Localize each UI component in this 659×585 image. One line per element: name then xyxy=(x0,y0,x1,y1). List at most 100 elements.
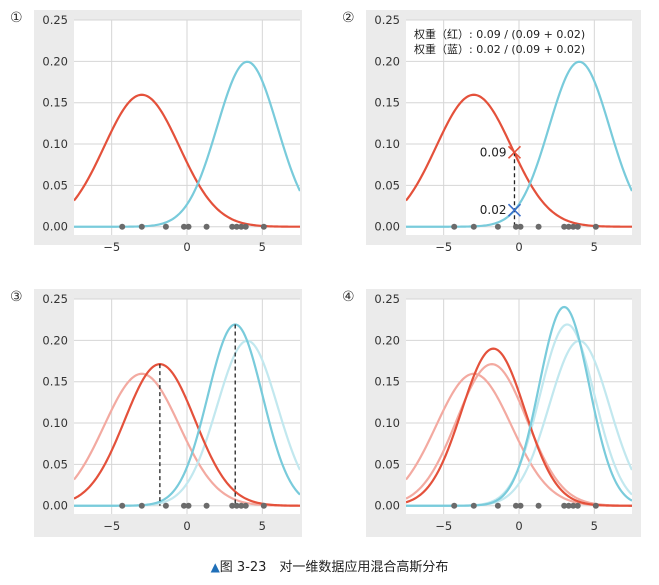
data-point xyxy=(229,223,236,230)
y-tick-label: 0.25 xyxy=(42,292,68,306)
data-point xyxy=(229,502,236,509)
y-tick-label: 0.00 xyxy=(374,220,400,234)
data-point xyxy=(494,223,501,230)
data-point xyxy=(565,502,572,509)
panel-2: ② 0.00 0.05 0.10 0.15 0.20 0.25 −5 0 5 0.09 0.02 权重（… xyxy=(342,10,641,254)
x-tick-label: 5 xyxy=(259,240,266,254)
figure-caption: ▲图 3-23 对一维数据应用混合高斯分布 xyxy=(0,556,659,575)
y-tick-label: 0.15 xyxy=(374,375,400,389)
y-tick-label: 0.05 xyxy=(42,178,68,192)
series-curve-blue xyxy=(406,60,632,228)
y-tick-label: 0.10 xyxy=(374,416,400,430)
y-tick-label: 0.00 xyxy=(42,220,68,234)
highlight-value-label: 0.02 xyxy=(480,203,507,217)
data-point xyxy=(565,223,572,230)
x-tick-label: 0 xyxy=(515,519,522,533)
x-tick-label: 5 xyxy=(591,240,598,254)
weight-annotation: 权重（红）: 0.09 / (0.09 + 0.02) xyxy=(414,27,585,41)
y-tick-label: 0.15 xyxy=(42,375,68,389)
x-tick-label: 5 xyxy=(259,519,266,533)
y-tick-label: 0.25 xyxy=(42,13,68,27)
x-tick-label: 0 xyxy=(515,240,522,254)
data-point xyxy=(517,502,524,509)
y-tick-label: 0.20 xyxy=(42,333,68,347)
highlight-cross xyxy=(507,145,522,159)
data-point xyxy=(180,502,187,509)
data-point xyxy=(535,502,542,509)
highlight-cross xyxy=(507,203,522,217)
data-point xyxy=(138,223,145,230)
data-point xyxy=(180,223,187,230)
data-point xyxy=(561,223,568,230)
series-curve-blue xyxy=(74,323,300,507)
data-point xyxy=(574,223,581,230)
caption-text: 图 3-23 对一维数据应用混合高斯分布 xyxy=(219,560,449,575)
data-point xyxy=(574,502,581,509)
data-point xyxy=(451,502,458,509)
y-tick-label: 0.15 xyxy=(374,96,400,110)
data-point xyxy=(203,223,210,230)
series-curve-blue xyxy=(74,60,300,228)
data-point xyxy=(162,223,169,230)
data-point xyxy=(592,502,599,509)
caption-marker: ▲ xyxy=(210,560,220,574)
data-point xyxy=(512,502,519,509)
y-tick-label: 0.05 xyxy=(374,178,400,192)
y-tick-label: 0.20 xyxy=(374,54,400,68)
data-point xyxy=(238,502,245,509)
x-tick-label: −5 xyxy=(435,519,452,533)
data-point xyxy=(260,502,267,509)
panel-1: ① 0.00 0.05 0.10 0.15 0.20 0.25 −5 0 5 xyxy=(10,10,302,254)
data-point xyxy=(570,223,577,230)
x-tick-label: −5 xyxy=(103,240,120,254)
y-tick-label: 0.25 xyxy=(374,292,400,306)
highlight-value-label: 0.09 xyxy=(480,145,507,159)
y-tick-label: 0.20 xyxy=(42,54,68,68)
x-tick-label: −5 xyxy=(435,240,452,254)
data-point xyxy=(119,223,126,230)
data-point xyxy=(138,502,145,509)
data-point xyxy=(260,223,267,230)
data-point xyxy=(451,223,458,230)
data-point xyxy=(203,502,210,509)
y-tick-label: 0.00 xyxy=(42,499,68,513)
panel-label: ④ xyxy=(342,289,355,305)
panel-3: ③ 0.00 0.05 0.10 0.15 0.20 0.25 −5 0 5 xyxy=(10,289,302,537)
data-point xyxy=(238,223,245,230)
data-point xyxy=(233,223,240,230)
data-point xyxy=(512,223,519,230)
y-tick-label: 0.00 xyxy=(374,499,400,513)
panel-4: ④ 0.00 0.05 0.10 0.15 0.20 0.25 −5 0 5 xyxy=(342,289,641,537)
data-point xyxy=(233,502,240,509)
data-point xyxy=(470,223,477,230)
y-tick-label: 0.10 xyxy=(42,137,68,151)
x-tick-label: 0 xyxy=(183,519,190,533)
series-curve-blue xyxy=(406,305,632,507)
y-tick-label: 0.10 xyxy=(374,137,400,151)
x-tick-label: 5 xyxy=(591,519,598,533)
data-point xyxy=(242,502,249,509)
data-point xyxy=(162,502,169,509)
data-point xyxy=(494,502,501,509)
y-tick-label: 0.15 xyxy=(42,96,68,110)
data-point xyxy=(242,223,249,230)
data-point xyxy=(119,502,126,509)
data-point xyxy=(592,223,599,230)
y-tick-label: 0.25 xyxy=(374,13,400,27)
data-point xyxy=(185,502,192,509)
data-point xyxy=(570,502,577,509)
x-tick-label: −5 xyxy=(103,519,120,533)
y-tick-label: 0.05 xyxy=(374,457,400,471)
weight-annotation: 权重（蓝）: 0.02 / (0.09 + 0.02) xyxy=(414,42,585,56)
y-tick-label: 0.10 xyxy=(42,416,68,430)
y-tick-label: 0.05 xyxy=(42,457,68,471)
x-tick-label: 0 xyxy=(183,240,190,254)
panel-label: ② xyxy=(342,10,355,26)
data-point xyxy=(185,223,192,230)
y-tick-label: 0.20 xyxy=(374,333,400,347)
data-point xyxy=(470,502,477,509)
data-point xyxy=(517,223,524,230)
panel-label: ① xyxy=(10,10,23,26)
data-point xyxy=(561,502,568,509)
